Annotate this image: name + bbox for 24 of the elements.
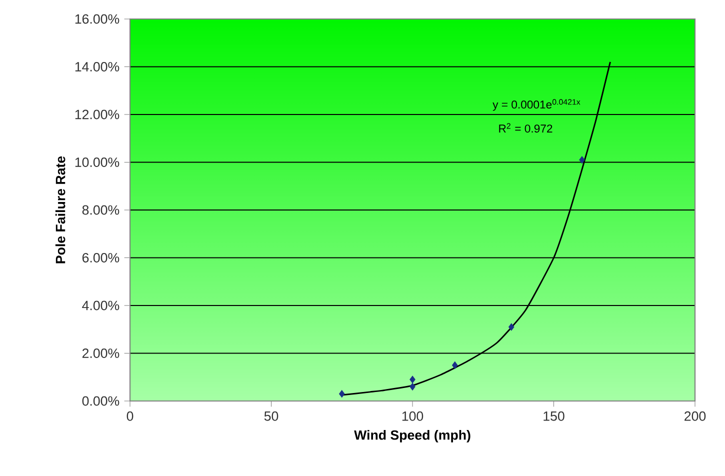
x-axis-title: Wind Speed (mph) bbox=[354, 430, 470, 442]
point bbox=[339, 390, 345, 398]
point bbox=[410, 376, 416, 384]
point bbox=[410, 382, 416, 390]
x-tick-label: 150 bbox=[544, 411, 564, 421]
y-axis-title: Pole Failure Rate bbox=[55, 156, 66, 264]
x-tick-label: 50 bbox=[264, 411, 278, 421]
annotation: R$^{2}$ = 0.972 bbox=[499, 123, 552, 133]
x-tick-label: 100 bbox=[402, 411, 424, 421]
y-tick-label: 8.00% bbox=[82, 205, 120, 215]
point bbox=[452, 361, 458, 369]
point bbox=[579, 156, 585, 164]
y-tick-label: 0.00% bbox=[82, 396, 120, 406]
point bbox=[508, 323, 514, 331]
x-tick-label: 0 bbox=[126, 411, 134, 421]
y-tick-label: 2.00% bbox=[82, 348, 120, 358]
y-tick-label: 10.00% bbox=[75, 158, 120, 167]
y-tick-label: 4.00% bbox=[82, 300, 120, 310]
y-tick-label: 16.00% bbox=[75, 14, 120, 24]
y-tick-label: 12.00% bbox=[75, 110, 120, 120]
x-tick-label: 200 bbox=[684, 411, 706, 421]
annotation: y = 0.0001e$^{0.0421x}$ bbox=[492, 99, 580, 111]
y-tick-label: 14.00% bbox=[75, 62, 120, 72]
y-tick-label: 6.00% bbox=[82, 253, 120, 262]
